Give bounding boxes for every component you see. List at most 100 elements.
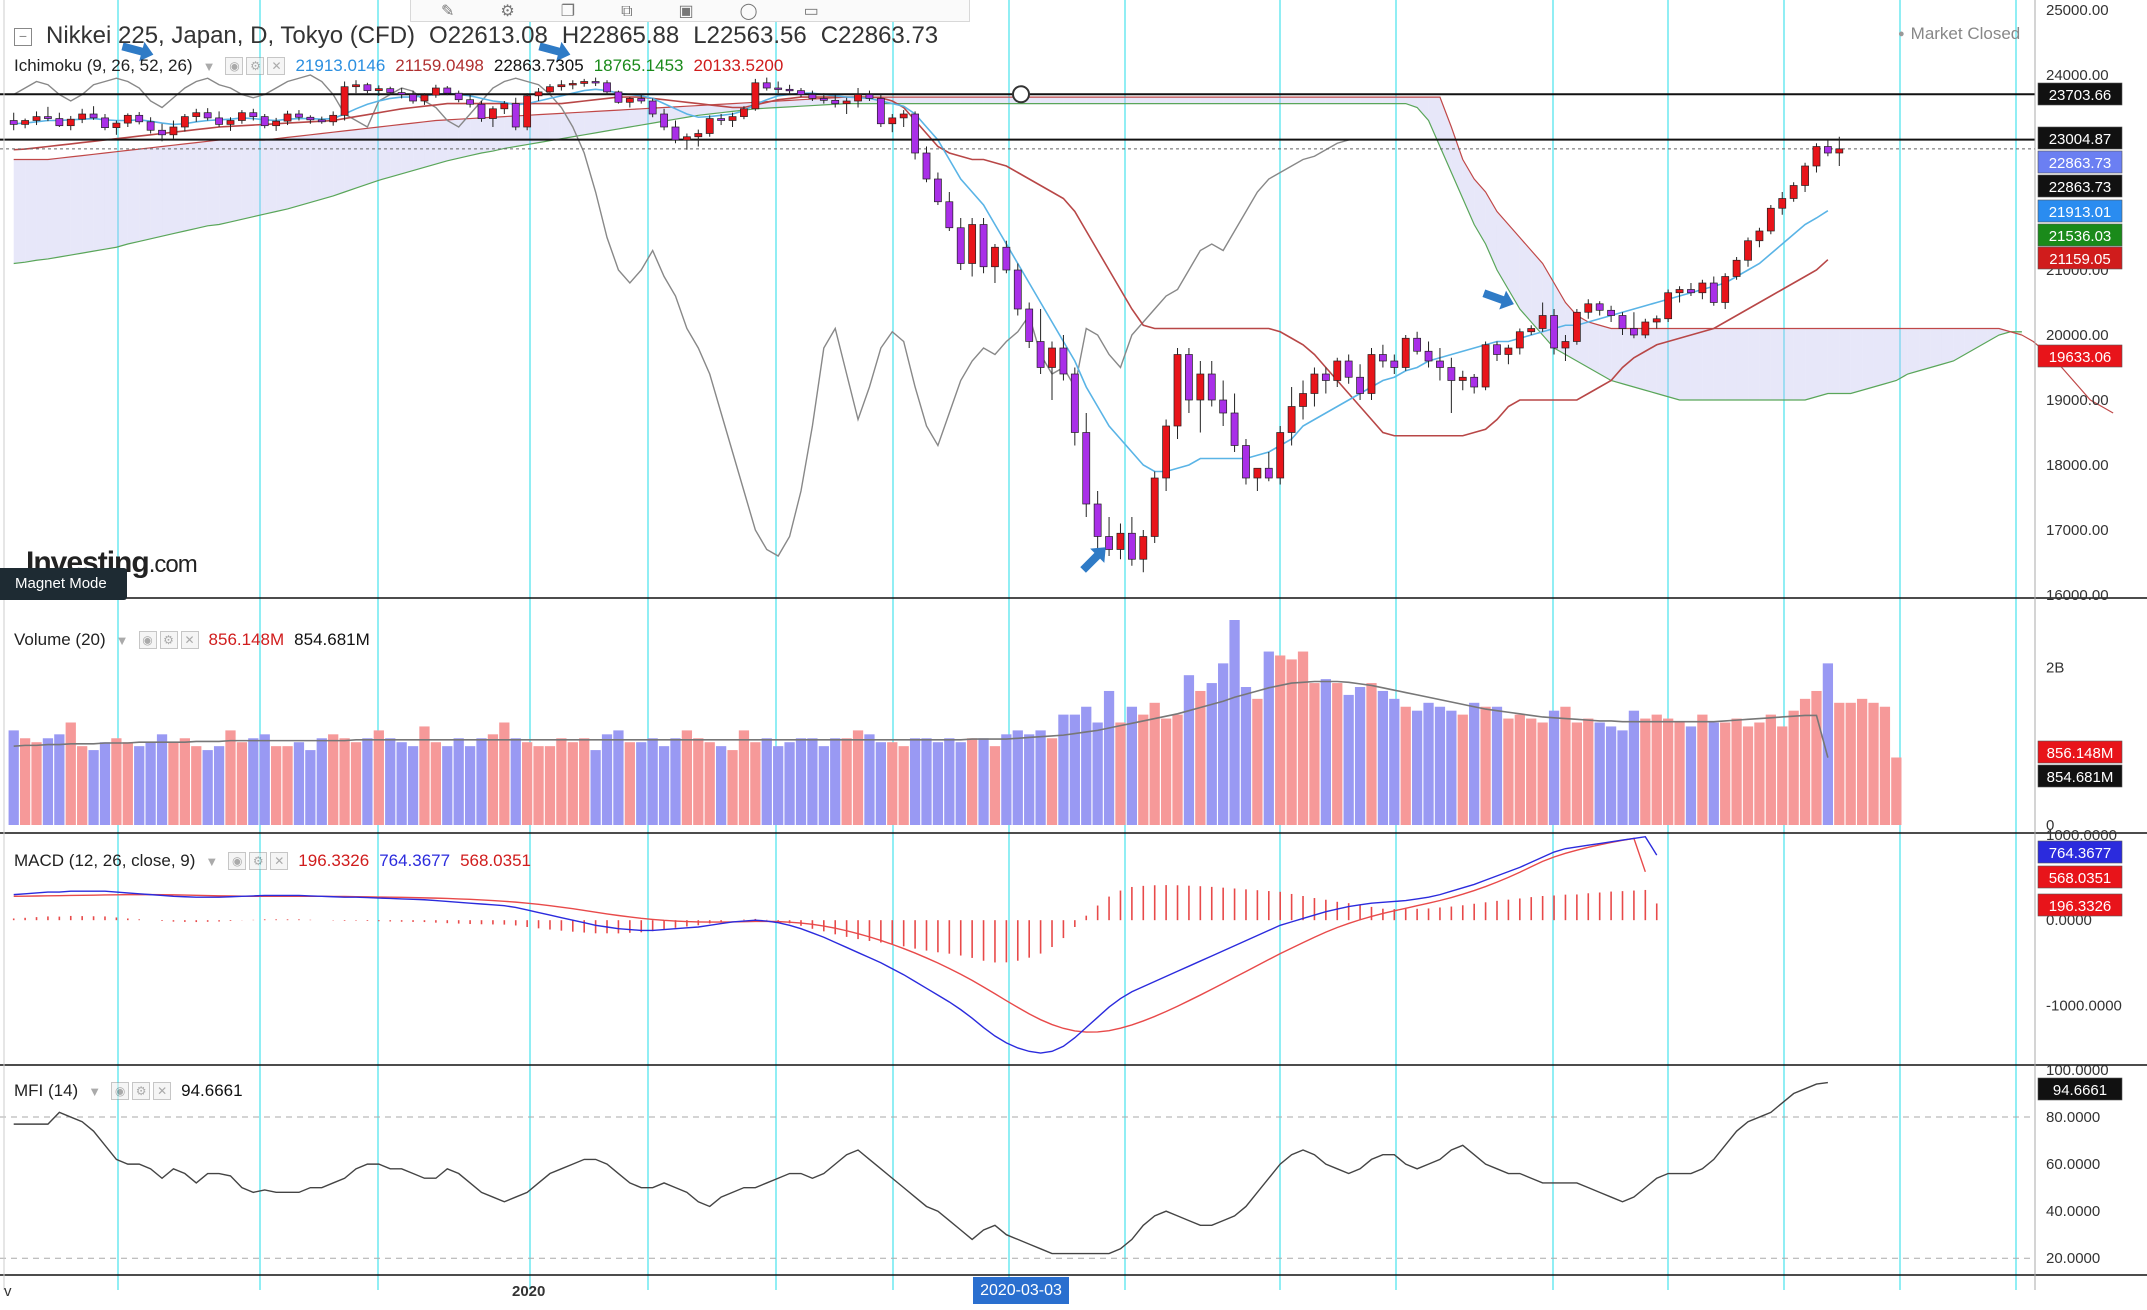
volume-bar (818, 746, 829, 825)
price-panel[interactable] (0, 37, 2114, 577)
clone-icon[interactable]: ⧉ (621, 3, 633, 20)
volume-bar (1742, 726, 1754, 825)
volume-bar (1765, 714, 1776, 825)
candle-body (1299, 393, 1307, 407)
volume-bar (88, 750, 99, 825)
ichimoku-label[interactable]: Ichimoku (9, 26, 52, 26) (14, 56, 193, 75)
candle-body (1116, 532, 1125, 550)
mfi-value: 94.6661 (181, 1081, 243, 1100)
volume-bar (704, 742, 715, 825)
candle-body (1447, 367, 1456, 381)
volume-bar (590, 750, 601, 825)
volume-bar (8, 730, 19, 825)
candle-body (1162, 425, 1170, 479)
ichimoku-cloud-segment (1382, 97, 1395, 104)
volume-bar (1012, 730, 1023, 825)
mfi-legend[interactable]: MFI (14) ▼ ◉ ⚙ ✕ 94.6661 (14, 1081, 243, 1101)
volume-bar (1822, 663, 1834, 825)
candle-body (295, 113, 303, 118)
ichimoku-cloud-segment (1325, 97, 1338, 104)
volume-bar (636, 742, 647, 825)
volume-label[interactable]: Volume (20) (14, 630, 106, 649)
ichimoku-cloud-segment (321, 132, 334, 200)
indicator-controls[interactable]: ◉ ⚙ ✕ (228, 852, 289, 870)
chevron-down-icon[interactable]: ▼ (205, 853, 219, 869)
candle-body (1698, 282, 1707, 294)
ichimoku-cloud-segment (1508, 224, 1520, 309)
volume-bar (1503, 718, 1514, 825)
ichimoku-cloud-segment (116, 150, 128, 248)
mfi-label[interactable]: MFI (14) (14, 1081, 79, 1100)
volume-bar (1240, 687, 1252, 825)
volume-bar (316, 738, 327, 825)
settings-icon[interactable]: ⚙ (500, 3, 515, 20)
lock-icon[interactable]: ▣ (678, 3, 694, 20)
volume-legend[interactable]: Volume (20) ▼ ◉ ⚙ ✕ 856.148M 854.681M (14, 630, 370, 650)
volume-bar (1811, 690, 1822, 825)
volume-bar (1708, 722, 1719, 825)
ichimoku-cloud-segment (1131, 97, 1144, 104)
copy-icon[interactable]: ❐ (560, 3, 576, 20)
volume-bar (259, 734, 270, 825)
volume-bar (1754, 722, 1765, 825)
macd-panel[interactable] (12, 835, 1658, 1054)
pencil-icon[interactable]: ✎ (441, 3, 455, 20)
ichimoku-cloud-segment (413, 121, 425, 171)
volume-bar (1799, 698, 1811, 825)
mfi-badge-bg (2037, 1077, 2123, 1101)
ichimoku-cloud-segment (1257, 97, 1269, 104)
ichimoku-cloud-segment (241, 140, 254, 220)
indicator-controls[interactable]: ◉ ⚙ ✕ (111, 1082, 172, 1100)
volume-bar (1868, 702, 1879, 825)
delete-icon[interactable]: ▭ (803, 3, 819, 20)
ichimoku-cloud-segment (1896, 328, 1908, 381)
chevron-down-icon[interactable]: ▼ (202, 58, 216, 74)
macd-hist-badge: 196.3326 (2049, 898, 2112, 915)
chevron-down-icon[interactable]: ▼ (115, 632, 129, 648)
indicator-controls[interactable]: ◉ ⚙ ✕ (225, 57, 286, 75)
candle-body (386, 88, 395, 93)
macd-histogram-value: 196.3326 (298, 851, 370, 870)
price-badge: 21536.03 (2049, 228, 2112, 245)
ichimoku-cloud-segment (1405, 97, 1418, 108)
macd-legend[interactable]: MACD (12, 26, close, 9) ▼ ◉ ⚙ ✕ 196.3326 7… (14, 851, 531, 871)
crosshair-date-label: 2020-03-03 (973, 1277, 1069, 1304)
ichimoku-legend[interactable]: Ichimoku (9, 26, 52, 26) ▼ ◉ ⚙ ✕ 21913.014… (14, 56, 783, 76)
ichimoku-cloud-segment (960, 97, 973, 104)
candle-body (306, 116, 315, 121)
candle-body (1401, 337, 1410, 368)
indicator-controls[interactable]: ◉ ⚙ ✕ (138, 631, 199, 649)
ichimoku-cloud-segment (298, 134, 311, 206)
symbol-label[interactable]: Nikkei 225, Japan, D, Tokyo (CFD) (46, 22, 416, 49)
volume-bar (670, 738, 681, 825)
volume-bar (111, 738, 122, 825)
candle-body (671, 126, 680, 141)
candle-body (694, 133, 703, 138)
macd-signal-value: 568.0351 (460, 851, 531, 870)
volume-bar (1594, 722, 1605, 825)
drawing-toolbar[interactable]: ✎ ⚙ ❐ ⧉ ▣ ◯ ▭ (410, 0, 970, 22)
candle-body (21, 120, 30, 125)
candle-body (1048, 347, 1056, 368)
volume-panel[interactable] (8, 620, 1902, 825)
volume-bar (1046, 738, 1058, 825)
collapse-icon[interactable]: − (14, 28, 32, 46)
ichimoku-cloud-segment (1040, 97, 1053, 104)
macd-label[interactable]: MACD (12, 26, close, 9) (14, 851, 196, 870)
candle-body (1458, 376, 1467, 381)
ohlc-high: H22865.88 (561, 22, 680, 49)
gear-icon: ⚙ (159, 631, 178, 649)
candle-body (9, 120, 18, 125)
candle-body (1766, 207, 1775, 232)
ichimoku-cloud-segment (196, 141, 208, 229)
chevron-down-icon[interactable]: ▼ (88, 1083, 102, 1099)
candle-body (591, 81, 600, 84)
ichimoku-cloud-segment (276, 137, 288, 212)
price-badge-bg (2037, 150, 2123, 174)
volume-bar (122, 742, 133, 825)
mfi-panel[interactable] (0, 1081, 2035, 1259)
visibility-icon[interactable]: ◯ (739, 3, 758, 20)
candle-body (123, 114, 132, 124)
ichimoku-cloud-segment (1211, 97, 1224, 104)
candle-body (1356, 376, 1364, 394)
